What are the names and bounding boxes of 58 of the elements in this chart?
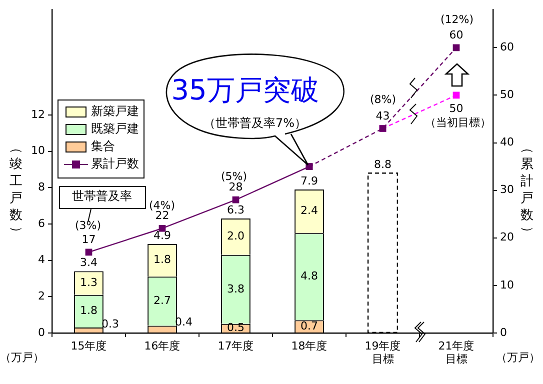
total-label: 4.9 [154, 228, 171, 242]
y-tick-label: 2 [38, 290, 45, 303]
data-label: 22 [155, 209, 170, 222]
y-tick-label: 10 [31, 144, 45, 158]
data-label: 50 [449, 102, 464, 116]
data-label: 1.8 [154, 253, 171, 266]
data-label: 2.7 [154, 294, 171, 308]
annotation: (5%) [220, 170, 248, 183]
x-tick-label: 21年度目標 [438, 339, 474, 366]
data-label: 60 [449, 28, 464, 42]
annotation: (12%) [440, 12, 474, 26]
data-label: 28 [228, 180, 243, 194]
x-tick-label: 15年度 [70, 339, 107, 352]
x-tick-label: 18年度 [291, 339, 328, 352]
legend-label: 集合 [91, 139, 115, 154]
total-label: 7.9 [300, 174, 318, 188]
y2-tick-label: 50 [500, 88, 514, 102]
y-tick-label: 6 [38, 216, 45, 230]
y2-tick-label: 0 [500, 326, 507, 339]
y-tick-label: 4 [38, 253, 45, 266]
y2-axis-title: （累計戸数） [520, 141, 535, 239]
x-tick-label: 17年度 [218, 339, 254, 352]
data-label: 2.0 [227, 230, 244, 243]
annotation: （世帯普及率7%） [203, 116, 307, 130]
data-label: 1.3 [80, 276, 98, 289]
y2-tick-label: 10 [500, 278, 514, 292]
legend-label: 新築戸建 [91, 104, 139, 118]
annotation: (3%) [74, 218, 102, 232]
data-label: 0.5 [227, 321, 244, 334]
legend-label: 累計戸数 [91, 156, 139, 171]
data-label: 43 [376, 109, 390, 122]
x-tick-label: 16年度 [144, 339, 180, 352]
x-tick-label: 19年度目標 [364, 339, 401, 366]
y-tick-label: 8 [38, 180, 45, 194]
data-label: 1.8 [80, 304, 98, 318]
y-axis-title: （竣工戸数） [8, 141, 24, 239]
data-label: 2.4 [300, 204, 318, 218]
text: （万戸） [496, 350, 540, 364]
annotation: 35万戸突破 [171, 73, 319, 106]
annotation: (4%) [148, 198, 176, 212]
y2-tick-label: 60 [500, 40, 514, 54]
text: （万戸） [0, 350, 44, 364]
data-label: 0.7 [300, 319, 318, 332]
annotation: 世帯普及率 [72, 189, 132, 204]
data-label: 4.8 [300, 270, 318, 283]
total-label: 6.3 [227, 203, 244, 216]
data-label: 17 [82, 233, 96, 246]
y2-tick-label: 30 [500, 183, 514, 196]
legend-label: 既築戸建 [91, 122, 139, 136]
y2-tick-label: 40 [500, 136, 514, 149]
data-label: 8.8 [374, 158, 392, 171]
y2-tick-label: 20 [500, 230, 514, 244]
y-tick-label: 12 [31, 108, 45, 121]
annotation: （当初目標） [425, 116, 491, 129]
total-label: 3.4 [80, 256, 98, 270]
y-tick-label: 0 [38, 326, 45, 339]
annotation: (8%) [370, 92, 396, 106]
data-label: 3.8 [227, 282, 244, 296]
